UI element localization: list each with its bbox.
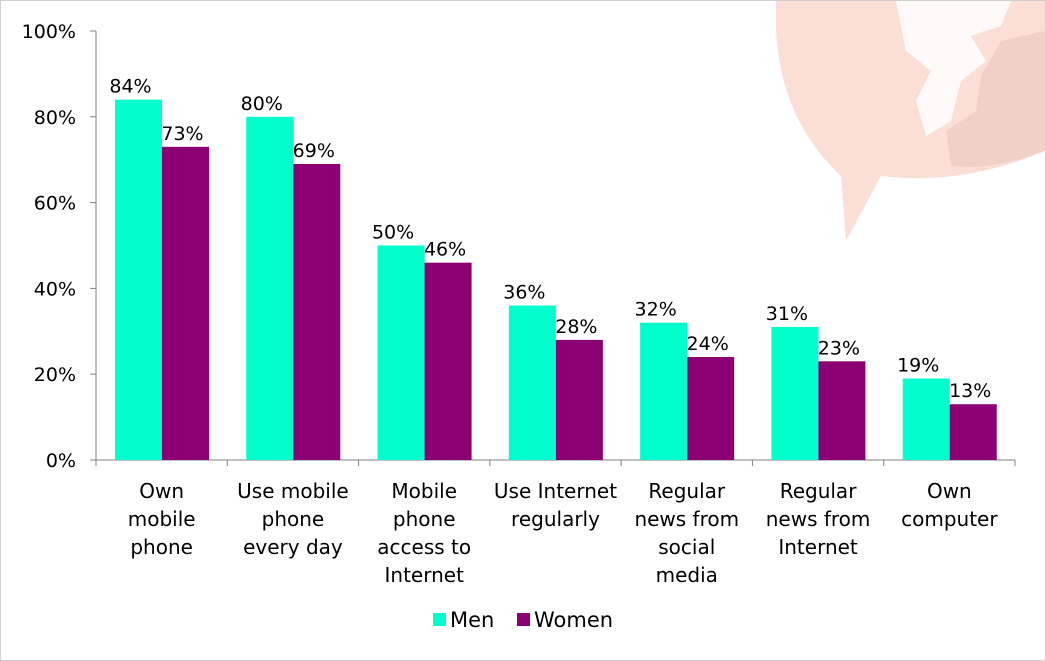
y-tick-label: 20%: [34, 364, 76, 386]
category-label: Use Internet regularly: [494, 479, 617, 531]
data-label-women: 46%: [424, 239, 466, 261]
bar-women: [687, 357, 735, 460]
y-tick-label: 0%: [46, 450, 76, 472]
legend-label-men: Men: [450, 608, 494, 632]
bar-women: [162, 146, 209, 460]
bar-women: [555, 339, 603, 460]
category-label: Own computer: [901, 479, 998, 531]
bar-men: [377, 245, 425, 460]
data-label-women: 24%: [687, 333, 729, 355]
data-label-men: 32%: [635, 299, 677, 321]
data-label-men: 80%: [241, 93, 283, 115]
y-tick-label: 80%: [34, 107, 76, 129]
data-label-men: 19%: [897, 354, 939, 376]
bar-men: [508, 305, 556, 460]
category-label: Regular news from social media: [634, 479, 739, 587]
bar-women: [949, 404, 997, 460]
data-label-women: 73%: [161, 123, 203, 145]
bar-women: [293, 163, 341, 461]
y-tick-label: 40%: [34, 278, 76, 300]
bars: [115, 99, 997, 461]
legend-swatch-men: [433, 613, 446, 626]
bar-men: [771, 327, 819, 460]
bar-men: [246, 116, 294, 461]
bar-women: [424, 262, 472, 460]
category-label: Mobile phone access to Internet: [377, 479, 471, 587]
speech-bubble-logo: [775, 1, 1045, 241]
data-label-women: 23%: [818, 337, 860, 359]
legend-label-women: Women: [534, 608, 613, 632]
data-label-women: 69%: [293, 140, 335, 162]
y-tick-label: 60%: [34, 193, 76, 215]
data-label-men: 36%: [503, 282, 545, 304]
data-label-women: 28%: [555, 316, 597, 338]
legend: Men Women: [433, 608, 613, 632]
category-label: Use mobile phone every day: [237, 479, 349, 559]
legend-swatch-women: [517, 613, 530, 626]
data-label-women: 13%: [949, 380, 991, 402]
bar-men: [640, 322, 688, 460]
y-tick-label: 100%: [22, 21, 76, 43]
data-label-men: 50%: [372, 222, 414, 244]
category-labels: Own mobile phone Use mobile phone every day Mo…: [128, 479, 999, 587]
data-label-men: 84%: [109, 76, 151, 98]
category-label: Own mobile phone: [128, 479, 196, 559]
bar-men: [902, 378, 950, 460]
bar-men: [115, 99, 162, 460]
data-labels: 84% 73% 80% 69% 50% 46% 36% 28% 32% 24% 31% 23% 19% 1…: [109, 76, 991, 403]
bar-women: [818, 361, 866, 460]
category-label: Regular news from Internet: [766, 479, 871, 559]
data-label-men: 31%: [766, 303, 808, 325]
